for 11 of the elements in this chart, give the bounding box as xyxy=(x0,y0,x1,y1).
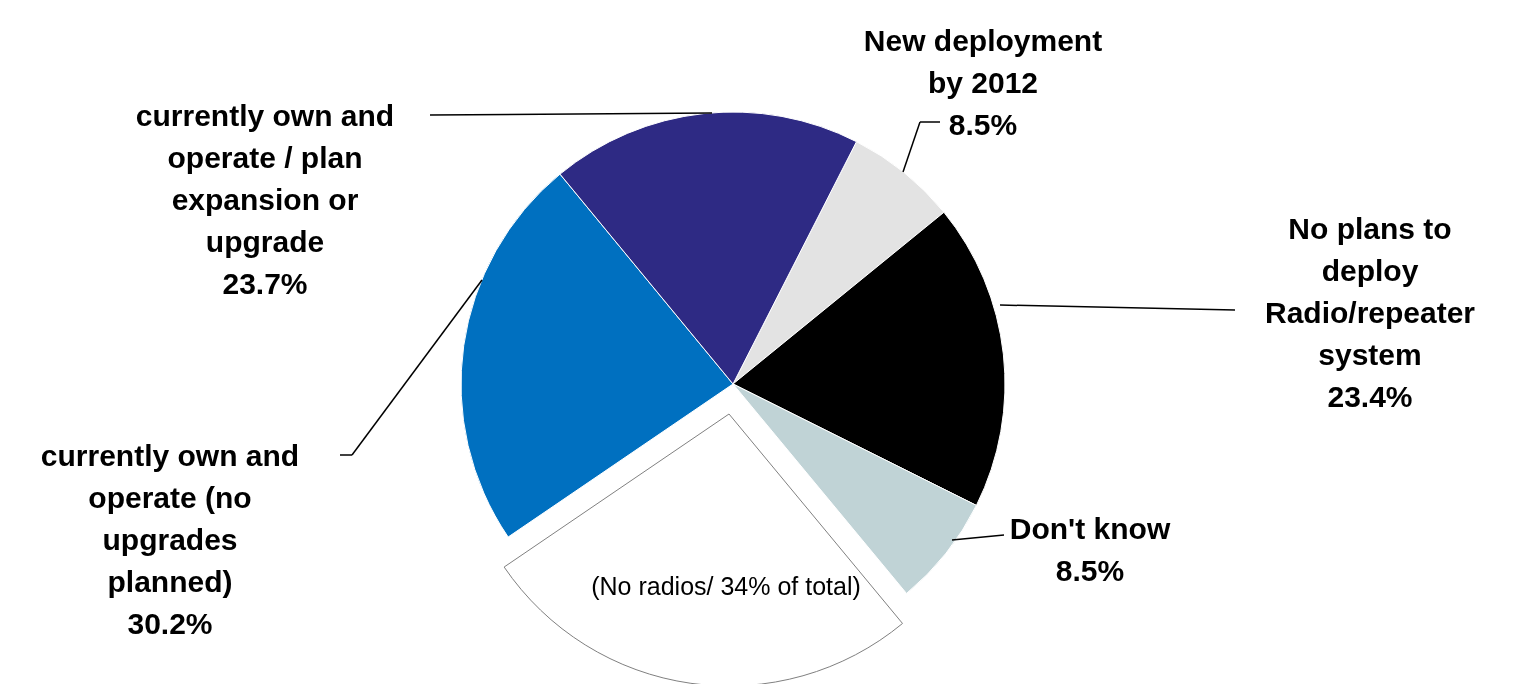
slice-label: currently own and operate (no upgrades planned) xyxy=(40,439,300,598)
slice-label: New deployment by 2012 xyxy=(863,24,1103,99)
data-label: 23.4% xyxy=(1327,380,1413,413)
data-label: 8.5% xyxy=(948,108,1018,141)
slice-label: No plans to deploy Radio/repeater system xyxy=(1264,212,1476,371)
slice-label: Don't know xyxy=(1009,512,1171,545)
slice-label: currently own and operate / plan expansion or upgrade xyxy=(135,99,395,258)
data-label: 30.2% xyxy=(127,607,213,640)
slice-label: (No radios/ 34% of total) xyxy=(591,572,861,600)
data-label: 23.7% xyxy=(222,267,308,300)
data-label: 8.5% xyxy=(1055,554,1125,587)
